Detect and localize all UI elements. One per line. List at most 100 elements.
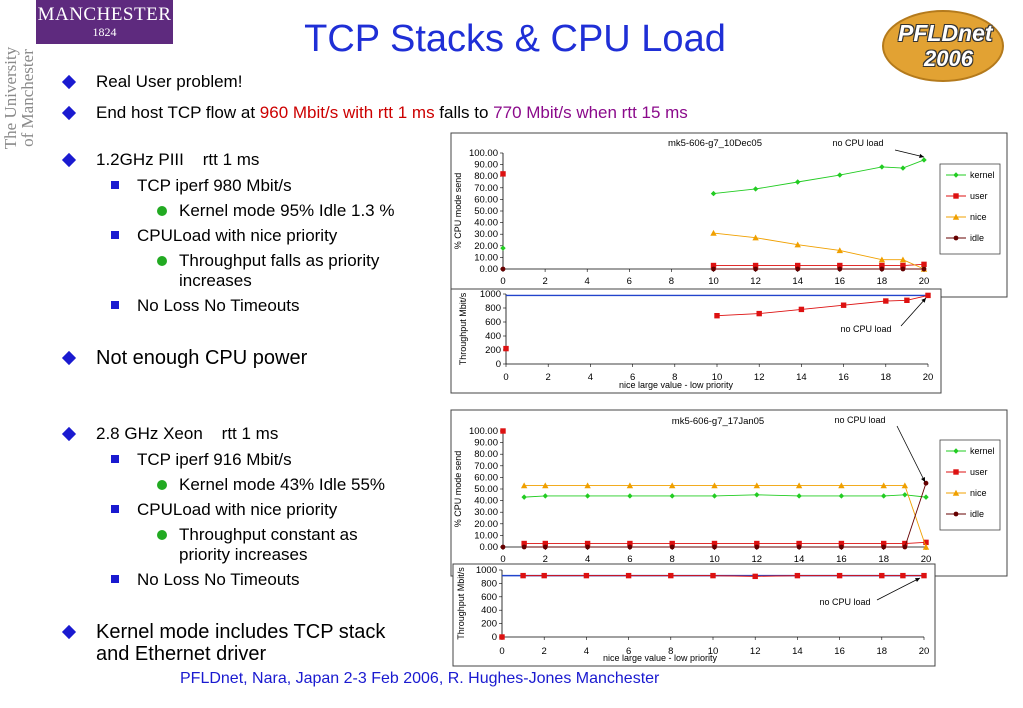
data-point-user <box>923 539 929 546</box>
y-tick-label: 70.00 <box>474 183 498 194</box>
data-point-kernel <box>754 492 760 498</box>
section1-item-1a: Kernel mode 95% Idle 1.3 % <box>179 201 395 220</box>
y-tick-label: 0 <box>492 632 497 643</box>
data-point-idle <box>902 544 908 550</box>
chart2-throughput-plot: 0 200 400 600 800 1000 0 2 4 6 8 10 12 14 16 18 20 Throug… <box>458 289 933 390</box>
y-tick-label: 400 <box>481 605 497 616</box>
x-tick-label: 18 <box>877 276 888 287</box>
y-tick-label: 600 <box>485 317 501 328</box>
data-point-user <box>542 540 548 547</box>
data-point-throughput <box>925 292 931 299</box>
arrowhead-icon <box>915 578 920 582</box>
data-point-nice <box>669 482 676 489</box>
x-tick-label: 2 <box>543 554 548 565</box>
y-axis-label: Throughput Mbit/s <box>458 292 468 365</box>
data-point-throughput <box>900 572 906 579</box>
y-tick-label: 70.00 <box>474 461 498 472</box>
y-tick-label: 200 <box>481 619 497 630</box>
x-tick-label: 18 <box>877 646 888 657</box>
x-tick-label: 8 <box>668 646 673 657</box>
chart-title: mk5-606-g7_17Jan05 <box>672 416 764 427</box>
data-point-nice <box>880 482 887 489</box>
y-axis-label: % CPU mode send <box>453 173 463 250</box>
dot-bullet-icon <box>157 480 167 490</box>
data-point-user <box>500 171 506 177</box>
data-point-nice <box>542 482 549 489</box>
data-point-kernel <box>900 165 906 171</box>
legend-label: kernel <box>970 446 995 456</box>
section2-item-1: TCP iperf 916 Mbit/s <box>137 450 292 469</box>
data-point-nice <box>626 482 634 489</box>
x-tick-label: 10 <box>709 554 720 565</box>
y-tick-label: 0.00 <box>480 542 499 553</box>
legend-label: nice <box>970 212 987 222</box>
data-point-nice <box>878 256 886 263</box>
data-point-kernel <box>710 190 717 197</box>
section2-conclusion-line2: and Ethernet driver <box>96 643 267 665</box>
data-point-kernel <box>838 493 845 499</box>
section1-item-2a-line2: increases <box>179 271 252 290</box>
square-bullet-icon <box>111 231 119 239</box>
data-point-throughput <box>921 572 927 579</box>
data-point-user <box>500 428 506 434</box>
section2-item-2: CPULoad with nice priority <box>137 500 338 519</box>
intro-highlight-purple: 770 Mbit/s when rtt 15 ms <box>493 103 688 122</box>
data-point-user <box>838 540 845 547</box>
x-tick-label: 12 <box>752 554 763 565</box>
x-tick-label: 12 <box>750 276 761 287</box>
y-tick-label: 10.00 <box>474 530 498 541</box>
data-point-user <box>879 262 885 269</box>
y-tick-label: 100.00 <box>469 426 498 437</box>
data-point-nice <box>901 482 909 489</box>
chart3-cpu-plot: 0.0010.0020.0030.0040.0050.0060.0070.008… <box>453 415 1001 565</box>
y-tick-label: 90.00 <box>474 160 498 171</box>
data-point-user <box>795 262 801 269</box>
x-tick-label: 8 <box>672 372 677 383</box>
x-tick-label: 12 <box>750 646 761 657</box>
legend-marker <box>953 511 959 517</box>
data-point-idle <box>839 544 844 550</box>
x-tick-label: 14 <box>792 276 803 287</box>
annotation-label: no CPU load <box>840 324 891 334</box>
legend-marker <box>953 172 959 178</box>
y-tick-label: 20.00 <box>474 519 498 530</box>
data-point-nice <box>795 482 803 489</box>
y-tick-label: 30.00 <box>474 229 498 240</box>
section1-item-3: No Loss No Timeouts <box>137 296 300 315</box>
x-axis-label: nice large value - low priority <box>619 380 734 390</box>
data-point-nice <box>711 482 718 489</box>
dot-bullet-icon <box>157 256 167 266</box>
data-point-throughput <box>798 306 805 313</box>
intro-text-mid: falls to <box>434 103 494 122</box>
series-line-user <box>524 541 927 544</box>
data-point-throughput <box>499 634 505 640</box>
data-point-throughput <box>625 572 632 579</box>
footer-text: PFLDnet, Nara, Japan 2-3 Feb 2006, R. Hu… <box>180 670 660 687</box>
data-point-idle <box>711 266 716 272</box>
data-point-throughput <box>710 572 716 579</box>
data-point-kernel <box>923 494 929 500</box>
data-point-nice <box>838 482 845 489</box>
y-tick-label: 100.00 <box>469 148 498 159</box>
x-tick-label: 10 <box>712 372 723 383</box>
section1-heading: 1.2GHz PIII rtt 1 ms <box>96 150 260 169</box>
intro-bullet-1: Real User problem! <box>96 72 243 91</box>
legend-marker <box>952 489 960 496</box>
data-point-throughput <box>794 572 801 579</box>
data-point-nice <box>794 241 801 248</box>
data-point-user <box>881 540 887 547</box>
data-point-throughput <box>836 572 843 579</box>
y-axis-label: Throughput Mbit/s <box>456 567 466 640</box>
x-tick-label: 2 <box>546 372 551 383</box>
data-point-idle <box>796 544 802 550</box>
data-point-user <box>711 540 718 547</box>
chart-title: mk5-606-g7_10Dec05 <box>668 138 762 149</box>
x-tick-label: 2 <box>542 646 547 657</box>
data-point-idle <box>542 544 548 550</box>
y-tick-label: 40.00 <box>474 218 498 229</box>
annotation-arrow <box>876 577 921 601</box>
data-point-throughput <box>714 313 720 319</box>
series-line-kernel <box>524 494 927 498</box>
y-tick-label: 50.00 <box>474 484 498 495</box>
y-tick-label: 1000 <box>480 289 501 300</box>
